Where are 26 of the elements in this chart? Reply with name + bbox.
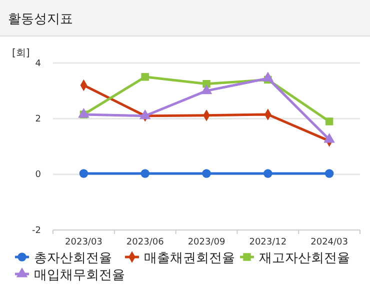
point	[262, 72, 274, 82]
point	[79, 169, 88, 178]
y-tick-label: 4	[35, 58, 42, 69]
point	[141, 73, 149, 81]
y-tick-label: -2	[32, 226, 41, 236]
legend-label: 총자산회전율	[34, 251, 112, 266]
y-tick-label: 2	[35, 114, 41, 125]
y-tick-label: 0	[35, 170, 42, 180]
y-axis-title: [회]	[12, 48, 30, 59]
point	[140, 169, 150, 178]
legend-label: 매출채권회전율	[144, 251, 235, 266]
x-tick-label: 2024/03	[310, 237, 348, 248]
chart-title: 활동성지표	[8, 12, 73, 27]
point	[324, 133, 335, 143]
point	[78, 108, 90, 118]
legend-label: 매입채무회전율	[34, 268, 125, 283]
point	[202, 169, 211, 178]
point	[325, 118, 334, 126]
x-tick-label: 2023/06	[126, 237, 164, 248]
point	[200, 84, 212, 94]
legend-label: 재고자산회전율	[259, 251, 350, 266]
x-tick-label: 2023/03	[65, 237, 102, 248]
x-tick-label: 2023/12	[249, 237, 287, 248]
point	[264, 169, 272, 178]
point	[324, 169, 334, 178]
x-tick-label: 2023/09	[188, 237, 226, 248]
